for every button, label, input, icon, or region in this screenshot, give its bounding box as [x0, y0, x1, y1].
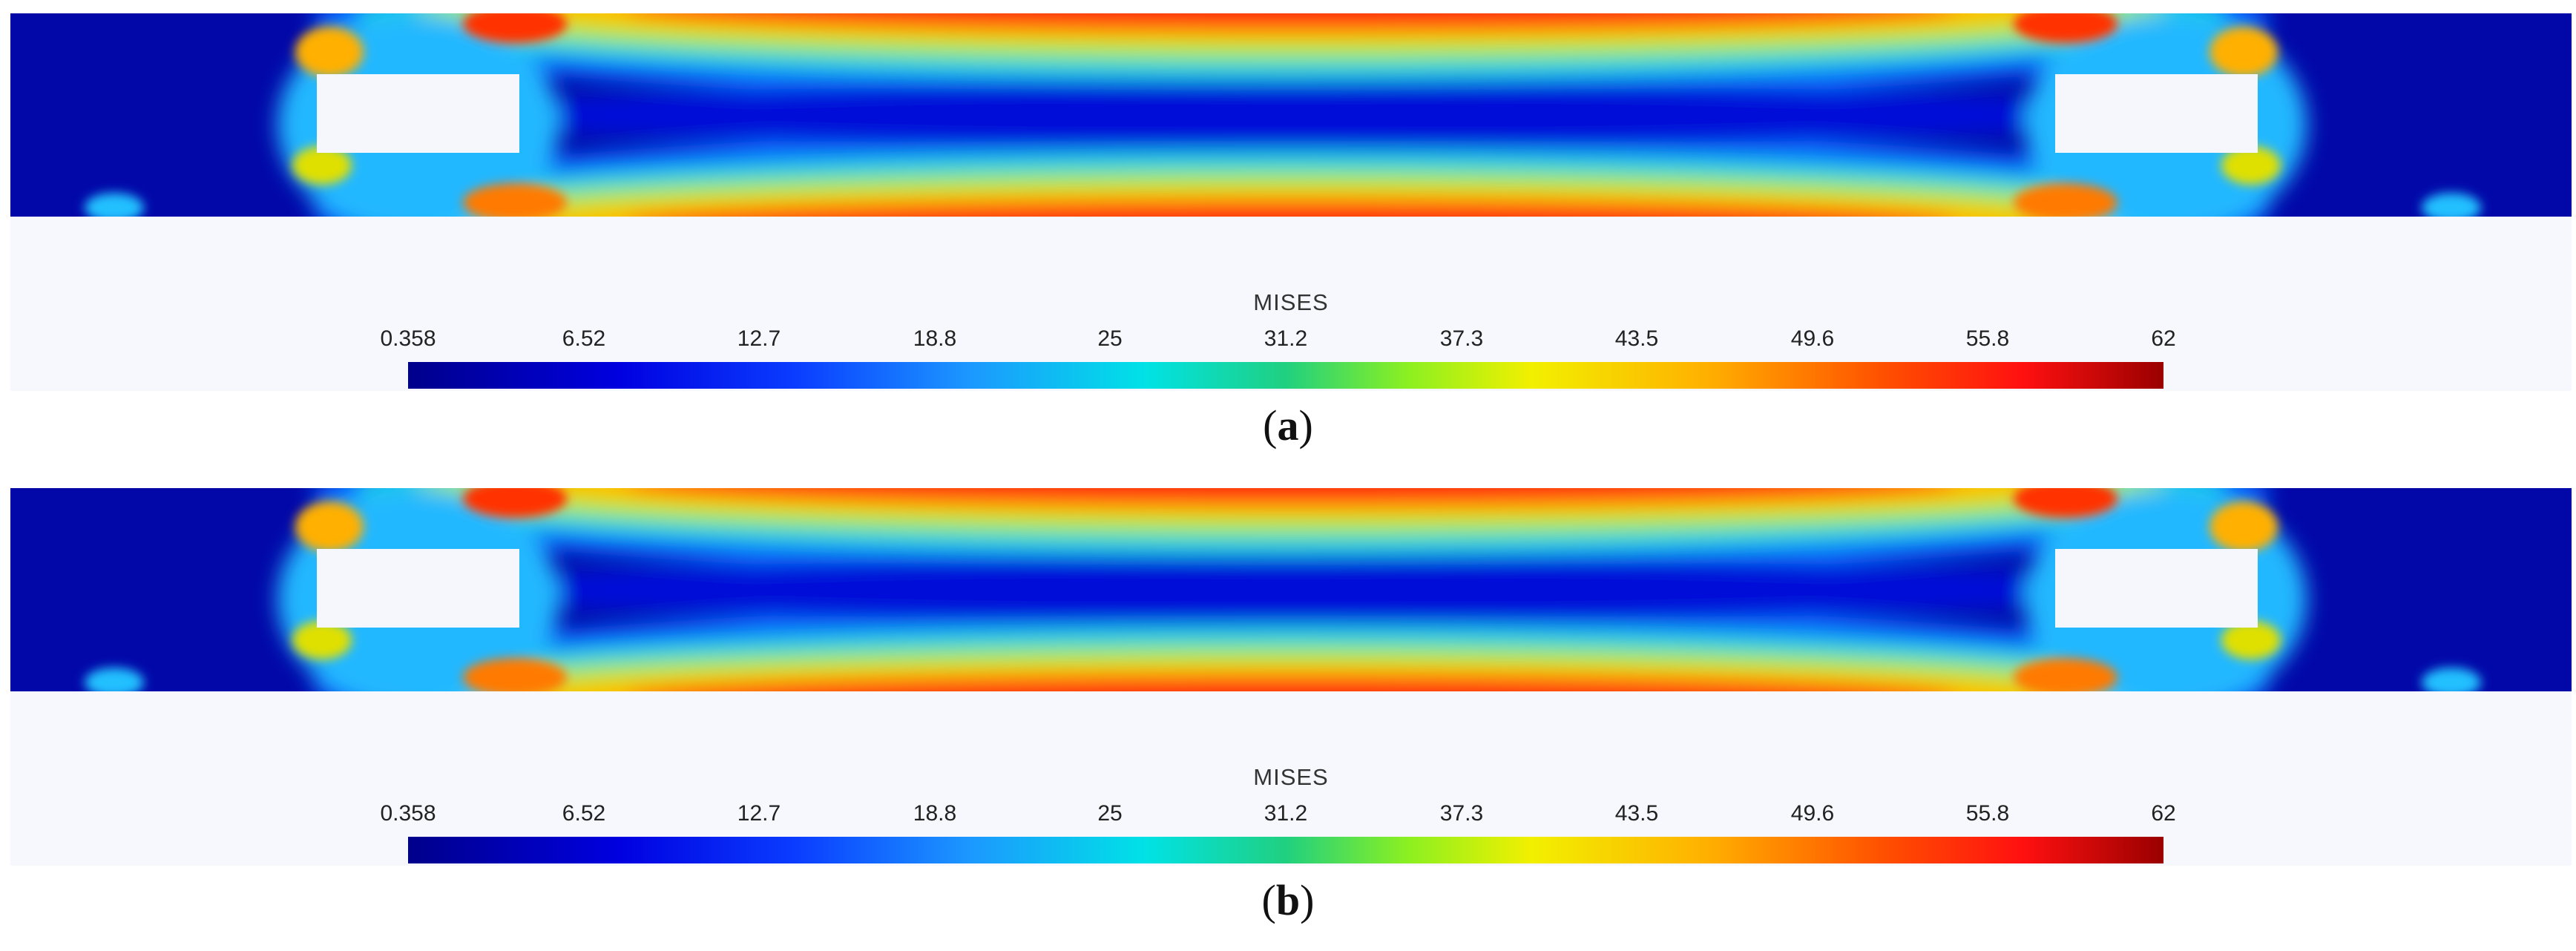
legend-tick: 6.52 [562, 326, 606, 351]
left-hole [317, 549, 519, 628]
legend-tick: 0.358 [380, 326, 436, 351]
legend-tick: 62 [2151, 801, 2176, 826]
stress-contour-plot [10, 488, 2572, 691]
legend-tick: 43.5 [1614, 326, 1659, 351]
legend-tick: 0.358 [380, 801, 436, 826]
right-hole [2055, 549, 2258, 628]
colorbar [408, 362, 2163, 389]
stress-contour-plot [10, 13, 2572, 217]
legend-tick: 18.8 [913, 326, 957, 351]
legend-tick: 25 [1097, 801, 1123, 826]
legend-tick: 12.7 [737, 801, 781, 826]
colorbar [408, 837, 2163, 863]
legend-tick: 31.2 [1264, 801, 1308, 826]
legend-tick: 37.3 [1439, 326, 1484, 351]
legend-tick: 55.8 [1965, 326, 2010, 351]
caption: (b) [1261, 876, 1315, 924]
legend-tick: 25 [1097, 326, 1123, 351]
legend-tick: 6.52 [562, 801, 606, 826]
legend-tick: 43.5 [1614, 801, 1659, 826]
legend-tick: 18.8 [913, 801, 957, 826]
legend-tick: 37.3 [1439, 801, 1484, 826]
panel-b: MISES 0.358 6.52 12.7 18.8 25 31.2 37.3 … [0, 475, 2576, 935]
caption: (a) [1263, 401, 1313, 450]
legend-tick: 55.8 [1965, 801, 2010, 826]
legend: MISES 0.358 6.52 12.7 18.8 25 31.2 37.3 … [10, 691, 2572, 866]
legend: MISES 0.358 6.52 12.7 18.8 25 31.2 37.3 … [10, 217, 2572, 391]
caption-letter: b [1275, 876, 1301, 924]
legend-tick: 49.6 [1790, 801, 1835, 826]
legend-tick: 12.7 [737, 326, 781, 351]
caption-letter: a [1277, 401, 1299, 450]
legend-tick: 62 [2151, 326, 2176, 351]
legend-title: MISES [1253, 289, 1329, 315]
panel-a: MISES 0.358 6.52 12.7 18.8 25 31.2 37.3 … [0, 0, 2576, 460]
legend-title: MISES [1253, 764, 1329, 790]
legend-tick: 49.6 [1790, 326, 1835, 351]
right-hole [2055, 74, 2258, 153]
left-hole [317, 74, 519, 153]
legend-tick: 31.2 [1264, 326, 1308, 351]
